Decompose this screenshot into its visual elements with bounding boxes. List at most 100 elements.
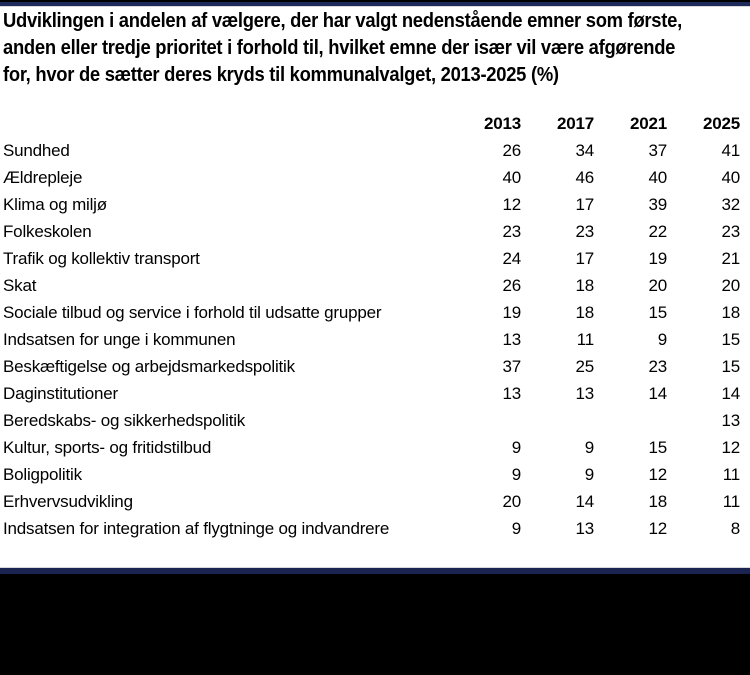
row-label: Trafik og kollektiv transport	[3, 248, 200, 268]
row-label: Skat	[3, 275, 37, 295]
top-rule-navy	[0, 2, 750, 6]
cell-value: 12	[648, 464, 667, 484]
cell-value: 15	[648, 437, 667, 457]
bottom-rule-navy	[0, 568, 750, 574]
cell-value: 11	[722, 491, 740, 511]
row-label: Klima og miljø	[3, 194, 107, 214]
table-header-row: 2013 2017 2021 2025	[3, 110, 740, 137]
table-row: Indsatsen for integration af flygtninge …	[3, 515, 740, 542]
cell-value: 23	[648, 356, 667, 376]
cell-value: 46	[575, 167, 594, 187]
top-rule-black	[0, 0, 750, 2]
table-row: Skat 26 18 20 20	[3, 272, 740, 299]
top-rule-gray	[0, 6, 750, 7]
cell-value: 40	[502, 167, 521, 187]
cell-value: 9	[584, 437, 594, 457]
cell-value: 39	[648, 194, 667, 214]
row-label: Erhvervsudvikling	[3, 491, 133, 511]
table-row: Kultur, sports- og fritidstilbud 9 9 15 …	[3, 434, 740, 461]
table-row: Boligpolitik 9 9 12 11	[3, 461, 740, 488]
page-title: Udviklingen i andelen af vælgere, der ha…	[3, 8, 746, 89]
cell-value: 18	[575, 302, 594, 322]
year-column-header: 2021	[629, 113, 667, 133]
cell-value	[521, 407, 594, 434]
table-row: Klima og miljø 12 17 39 32	[3, 191, 740, 218]
cell-value: 19	[502, 302, 521, 322]
cell-value: 12	[648, 518, 667, 538]
table-row: Sociale tilbud og service i forhold til …	[3, 299, 740, 326]
table-row: Sundhed 26 34 37 41	[3, 137, 740, 164]
cell-value: 13	[721, 410, 740, 430]
table-row: Ældrepleje 40 46 40 40	[3, 164, 740, 191]
table-row: Erhvervsudvikling 20 14 18 11	[3, 488, 740, 515]
table-row: Trafik og kollektiv transport 24 17 19 2…	[3, 245, 740, 272]
title-line: Udviklingen i andelen af vælgere, der ha…	[3, 10, 682, 32]
table-row: Beskæftigelse og arbejdsmarkedspolitik 3…	[3, 353, 740, 380]
cell-value: 37	[502, 356, 521, 376]
cell-value: 26	[502, 275, 521, 295]
cell-value: 14	[648, 383, 667, 403]
top-border-rule	[0, 0, 750, 7]
row-label: Beskæftigelse og arbejdsmarkedspolitik	[3, 356, 295, 376]
table-row: Daginstitutioner 13 13 14 14	[3, 380, 740, 407]
cell-value: 40	[721, 167, 740, 187]
cell-value: 9	[511, 464, 521, 484]
footer-black-band	[0, 574, 750, 675]
table-row: Folkeskolen 23 23 22 23	[3, 218, 740, 245]
cell-value: 23	[502, 221, 521, 241]
year-column-header: 2017	[556, 113, 594, 133]
cell-value: 17	[575, 248, 594, 268]
cell-value: 12	[721, 437, 740, 457]
cell-value: 37	[648, 140, 667, 160]
cell-value: 26	[502, 140, 521, 160]
cell-value: 15	[721, 329, 740, 349]
cell-value: 9	[584, 464, 594, 484]
cell-value: 14	[575, 491, 594, 511]
cell-value: 13	[502, 383, 521, 403]
cell-value: 9	[511, 518, 521, 538]
cell-value: 8	[730, 518, 740, 538]
cell-value: 20	[721, 275, 740, 295]
cell-value: 18	[648, 491, 667, 511]
cell-value: 15	[648, 302, 667, 322]
row-label: Sociale tilbud og service i forhold til …	[3, 302, 382, 322]
row-label: Kultur, sports- og fritidstilbud	[3, 437, 212, 457]
table-row: Indsatsen for unge i kommunen 13 11 9 15	[3, 326, 740, 353]
row-label: Indsatsen for integration af flygtninge …	[3, 518, 390, 538]
row-label: Beredskabs- og sikkerhedspolitik	[3, 410, 246, 430]
year-column-header: 2025	[702, 113, 740, 133]
cell-value: 11	[576, 329, 594, 349]
cell-value: 18	[575, 275, 594, 295]
title-line: anden eller tredje prioritet i forhold t…	[3, 37, 676, 59]
cell-value: 19	[648, 248, 667, 268]
title-line: for, hvor de sætter deres kryds til komm…	[3, 64, 559, 86]
cell-value: 13	[502, 329, 521, 349]
cell-value: 32	[721, 194, 740, 214]
cell-value: 24	[502, 248, 521, 268]
row-label: Daginstitutioner	[3, 383, 118, 403]
cell-value: 25	[575, 356, 594, 376]
bottom-rule-gray	[0, 567, 750, 568]
priorities-table: 2013 2017 2021 2025 Sundhed 26 34 37 41 …	[3, 110, 740, 542]
topic-column-header	[3, 110, 448, 137]
cell-value: 9	[511, 437, 521, 457]
cell-value: 12	[502, 194, 521, 214]
cell-value	[448, 407, 521, 434]
cell-value: 22	[648, 221, 667, 241]
cell-value: 18	[721, 302, 740, 322]
row-label: Boligpolitik	[3, 464, 82, 484]
table-row: Beredskabs- og sikkerhedspolitik 13	[3, 407, 740, 434]
cell-value: 15	[721, 356, 740, 376]
cell-value: 40	[648, 167, 667, 187]
cell-value: 13	[575, 518, 594, 538]
cell-value: 17	[575, 194, 594, 214]
row-label: Indsatsen for unge i kommunen	[3, 329, 236, 349]
cell-value: 23	[575, 221, 594, 241]
cell-value: 34	[575, 140, 594, 160]
cell-value: 9	[657, 329, 667, 349]
cell-value: 20	[648, 275, 667, 295]
cell-value: 14	[721, 383, 740, 403]
cell-value: 21	[721, 248, 740, 268]
cell-value: 41	[721, 140, 740, 160]
row-label: Folkeskolen	[3, 221, 92, 241]
